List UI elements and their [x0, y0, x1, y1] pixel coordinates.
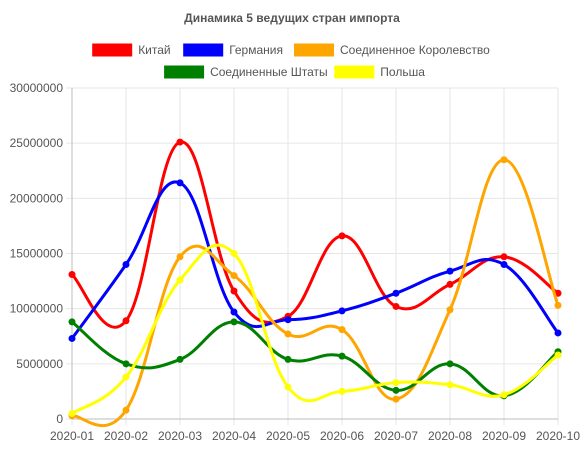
- legend-label: Китай: [138, 43, 170, 57]
- chart-grid: [66, 87, 559, 425]
- x-tick-label: 2020-03: [158, 429, 202, 443]
- legend-label: Соединенные Штаты: [210, 65, 328, 79]
- legend-swatch: [92, 43, 133, 57]
- series-1: [68, 179, 562, 342]
- x-tick-label: 2020-01: [50, 429, 94, 443]
- data-point[interactable]: [122, 360, 130, 368]
- data-point[interactable]: [446, 306, 454, 314]
- data-point[interactable]: [338, 232, 346, 240]
- data-point[interactable]: [392, 302, 400, 310]
- data-point[interactable]: [122, 261, 130, 269]
- legend-item-3[interactable]: Соединенные Штаты: [164, 65, 328, 79]
- chart-title: Динамика 5 ведущих стран импорта: [184, 11, 400, 25]
- x-tick-label: 2020-06: [320, 429, 364, 443]
- y-tick-label: 25000000: [10, 136, 64, 150]
- data-point[interactable]: [446, 280, 454, 288]
- data-point[interactable]: [284, 355, 292, 363]
- x-tick-label: 2020-09: [482, 429, 526, 443]
- legend-item-1[interactable]: Германия: [183, 43, 283, 57]
- data-point[interactable]: [338, 352, 346, 360]
- data-point[interactable]: [176, 355, 184, 363]
- data-point[interactable]: [392, 386, 400, 394]
- data-point[interactable]: [176, 179, 184, 187]
- data-point[interactable]: [122, 373, 130, 381]
- data-point[interactable]: [284, 383, 292, 391]
- legend-item-0[interactable]: Китай: [92, 43, 171, 57]
- series-line: [70, 158, 560, 428]
- data-point[interactable]: [554, 301, 562, 309]
- data-point[interactable]: [230, 318, 238, 326]
- y-tick-label: 20000000: [10, 191, 64, 205]
- legend-label: Польша: [380, 65, 425, 79]
- x-tick-label: 2020-10: [536, 429, 580, 443]
- data-point[interactable]: [176, 253, 184, 261]
- data-point[interactable]: [446, 360, 454, 368]
- data-point[interactable]: [392, 289, 400, 297]
- series-2: [68, 156, 562, 428]
- y-tick-label: 30000000: [10, 81, 64, 95]
- data-point[interactable]: [446, 267, 454, 275]
- data-point[interactable]: [392, 379, 400, 387]
- data-point[interactable]: [176, 276, 184, 284]
- series-line: [70, 140, 560, 329]
- y-tick-label: 10000000: [10, 302, 64, 316]
- legend-label: Германия: [229, 43, 283, 57]
- data-point[interactable]: [500, 253, 508, 261]
- data-point[interactable]: [230, 308, 238, 316]
- x-tick-label: 2020-05: [266, 429, 310, 443]
- data-point[interactable]: [284, 316, 292, 324]
- y-tick-label: 5000000: [16, 357, 63, 371]
- x-tick-label: 2020-02: [104, 429, 148, 443]
- data-point[interactable]: [122, 317, 130, 325]
- data-point[interactable]: [230, 250, 238, 257]
- data-point[interactable]: [284, 330, 292, 338]
- x-tick-label: 2020-04: [212, 429, 256, 443]
- data-point[interactable]: [500, 156, 508, 164]
- y-tick-label: 15000000: [10, 247, 64, 261]
- data-point[interactable]: [554, 351, 562, 359]
- data-point[interactable]: [338, 387, 346, 395]
- chart-axes: 0 5000000 10000000 15000000 20000000 25000000…: [10, 81, 581, 443]
- chart-legend: Китай Германия Соединенное Королевство Соед…: [92, 43, 490, 79]
- data-point[interactable]: [392, 395, 400, 403]
- data-point[interactable]: [176, 138, 184, 146]
- data-point[interactable]: [338, 326, 346, 334]
- series-4: [68, 243, 562, 417]
- series-line: [70, 320, 560, 398]
- chart-series: [68, 138, 562, 428]
- legend-swatch: [164, 65, 205, 79]
- y-tick-label: 0: [56, 412, 63, 426]
- x-tick-label: 2020-07: [374, 429, 418, 443]
- data-point[interactable]: [230, 272, 238, 280]
- data-point[interactable]: [500, 261, 508, 269]
- legend-item-4[interactable]: Польша: [334, 65, 425, 79]
- data-point[interactable]: [338, 307, 346, 315]
- data-point[interactable]: [68, 318, 76, 326]
- data-point[interactable]: [230, 287, 238, 295]
- legend-swatch: [183, 43, 224, 57]
- legend-swatch: [294, 43, 334, 57]
- data-point[interactable]: [500, 391, 508, 399]
- data-point[interactable]: [68, 270, 76, 278]
- data-point[interactable]: [554, 329, 562, 337]
- data-point[interactable]: [122, 406, 130, 414]
- legend-swatch: [334, 65, 375, 79]
- data-point[interactable]: [68, 334, 76, 342]
- legend-label: Соединенное Королевство: [340, 43, 490, 57]
- data-point[interactable]: [446, 381, 454, 389]
- x-tick-label: 2020-08: [428, 429, 472, 443]
- data-point[interactable]: [68, 409, 76, 417]
- legend-item-2[interactable]: Соединенное Королевство: [294, 43, 490, 57]
